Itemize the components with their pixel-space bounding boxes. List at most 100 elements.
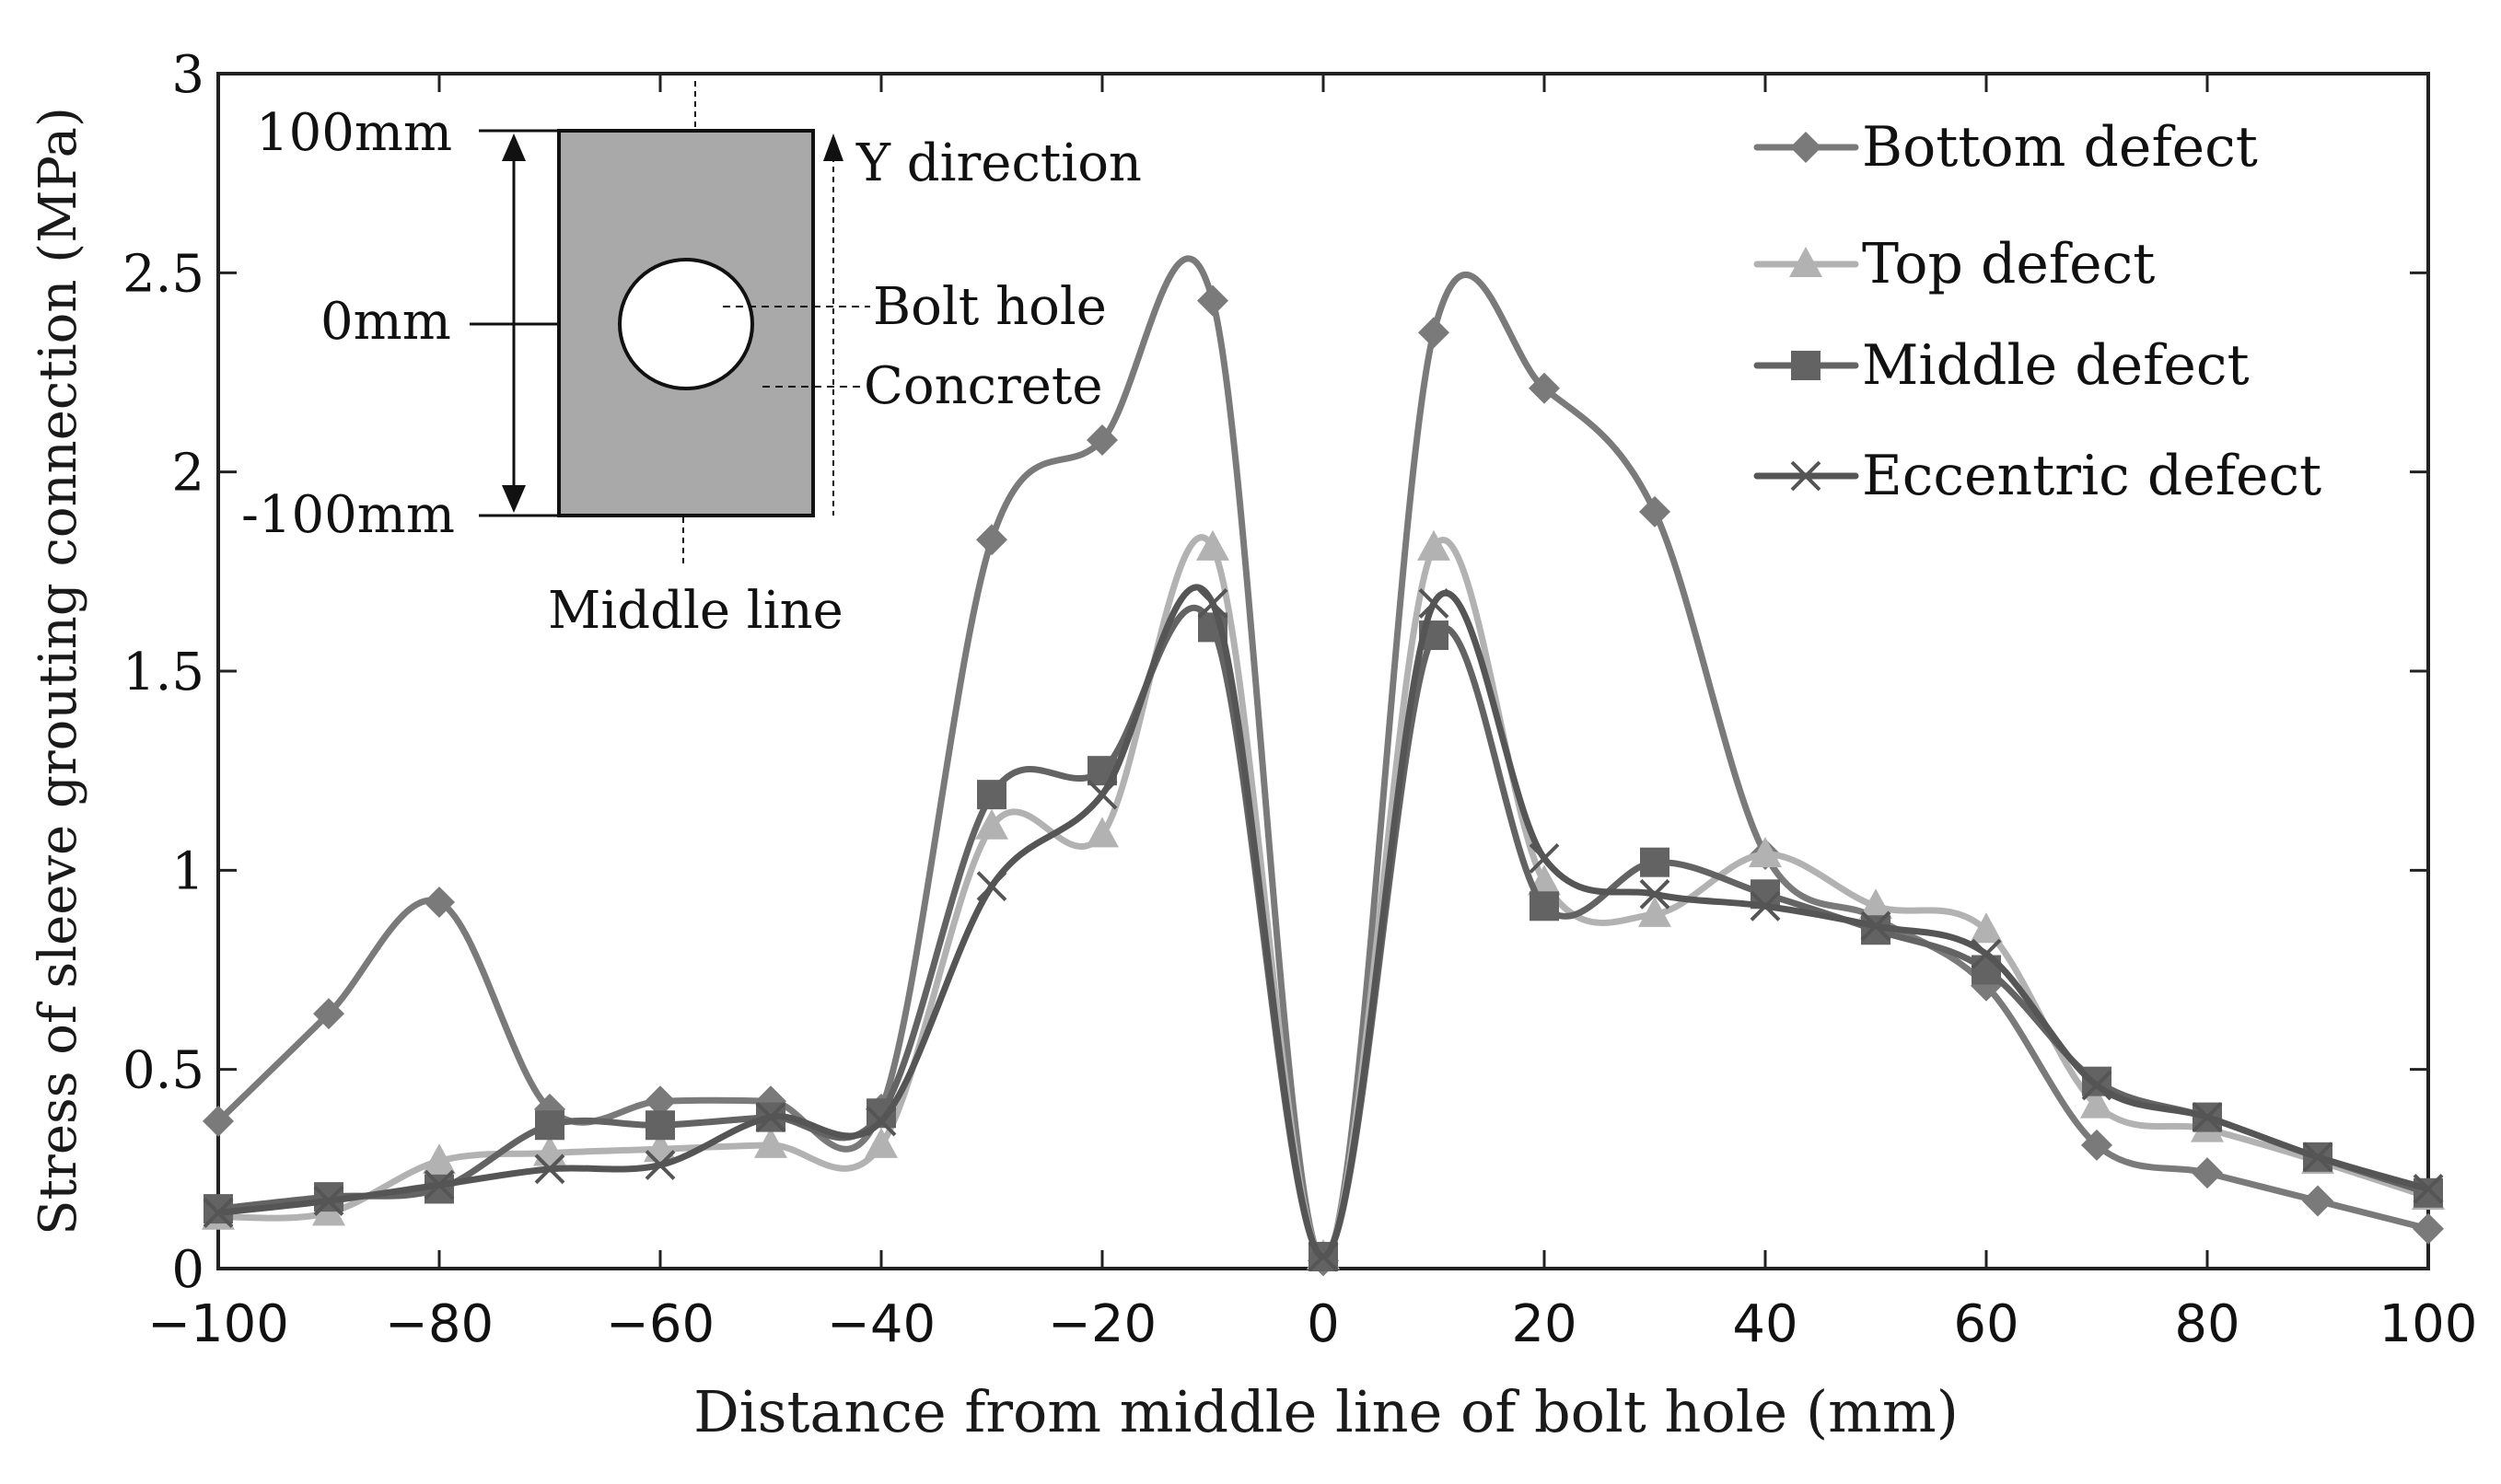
- legend: Bottom defect Top defect Middle defect Ecce…: [1753, 115, 2321, 508]
- y-axis-label: Stress of sleeve grouting connection (MP…: [29, 107, 88, 1235]
- x-tick-label: 0: [1307, 1294, 1340, 1354]
- legend-marker: [1790, 132, 1821, 163]
- x-marker-stroke: [424, 1169, 455, 1200]
- data-point-eccentric-defect: [424, 1169, 455, 1200]
- y-tick-labels: 0 0.5 1 1.5 2 2.5 3: [122, 45, 204, 1300]
- x-marker-stroke: [534, 1154, 565, 1185]
- data-point-eccentric-defect: [1418, 588, 1449, 619]
- data-point-bottom-defect: [203, 1105, 234, 1137]
- data-point-bottom-defect: [313, 998, 344, 1030]
- x-marker-stroke: [755, 1102, 786, 1133]
- inset-label-y-direction: Y direction: [855, 133, 1142, 193]
- data-point-eccentric-defect: [2192, 1102, 2223, 1133]
- data-point-bottom-defect: [2413, 1212, 2444, 1245]
- data-point-eccentric-defect: [1197, 588, 1228, 619]
- data-point-middle-defect: [977, 780, 1006, 810]
- legend-label: Bottom defect: [1862, 115, 2258, 180]
- data-point-top-defect: [1859, 888, 1892, 920]
- data-point-top-defect: [1196, 529, 1229, 561]
- legend-label: Eccentric defect: [1862, 444, 2321, 508]
- y-tick-label: 0: [171, 1240, 204, 1300]
- data-point-eccentric-defect: [2302, 1142, 2333, 1173]
- legend-item-middle-defect: Middle defect: [1753, 333, 2250, 398]
- x-marker-stroke: [1087, 779, 1118, 810]
- y-tick-label: 0.5: [122, 1041, 204, 1101]
- series-eccentric-defect: [203, 584, 2444, 1272]
- data-point-bottom-defect: [1418, 317, 1449, 349]
- legend-marker: [1791, 351, 1820, 380]
- inset-label-middle-line: Middle line: [548, 581, 843, 641]
- x-tick-label: −60: [606, 1294, 715, 1354]
- inset-diagram: 100mm 0mm -100mm Y direction Bolt hole C…: [241, 81, 1142, 641]
- data-point-middle-defect: [1640, 847, 1669, 877]
- inset-y-direction-arrow-icon: [823, 133, 843, 161]
- data-point-bottom-defect: [2081, 1129, 2112, 1161]
- x-marker-stroke: [1971, 938, 2002, 969]
- inset-label-concrete: Concrete: [864, 356, 1103, 416]
- data-point-middle-defect: [2414, 1177, 2443, 1208]
- y-tick-label: 1.5: [122, 643, 204, 702]
- data-point-bottom-defect: [976, 524, 1007, 556]
- data-point-eccentric-defect: [755, 1102, 786, 1133]
- data-point-eccentric-defect: [534, 1154, 565, 1185]
- data-point-eccentric-defect: [1750, 890, 1781, 922]
- data-point-top-defect: [1638, 896, 1671, 927]
- data-point-eccentric-defect: [203, 1198, 234, 1228]
- x-tick-label: −20: [1048, 1294, 1157, 1354]
- x-marker-stroke: [1308, 1241, 1339, 1272]
- data-point-bottom-defect: [1639, 495, 1670, 528]
- legend-label: Middle defect: [1862, 333, 2250, 398]
- x-marker-stroke: [976, 871, 1007, 902]
- x-marker-stroke: [1790, 460, 1821, 492]
- data-point-bottom-defect: [1197, 284, 1228, 317]
- x-tick-label: −80: [385, 1294, 494, 1354]
- data-point-top-defect: [1749, 837, 1782, 868]
- inset-label-bottom: -100mm: [241, 485, 455, 545]
- x-tick-label: 20: [1511, 1294, 1576, 1354]
- data-point-bottom-defect: [2192, 1157, 2223, 1189]
- x-marker-stroke: [2413, 1174, 2444, 1204]
- data-point-top-defect: [865, 1127, 898, 1158]
- data-point-middle-defect: [1530, 891, 1559, 922]
- x-marker-stroke: [2302, 1142, 2333, 1173]
- inset-bolt-hole: [618, 258, 754, 390]
- data-point-top-defect: [975, 808, 1008, 840]
- data-point-top-defect: [423, 1143, 456, 1175]
- legend-item-bottom-defect: Bottom defect: [1753, 115, 2258, 180]
- y-tick-label: 2.5: [122, 244, 204, 304]
- data-point-eccentric-defect: [1529, 842, 1560, 874]
- inset-height-arrow-up-icon: [502, 133, 526, 161]
- x-tick-labels: −100 −80 −60 −40 −20 0 20 40 60 80 100: [147, 1294, 2477, 1354]
- legend-marker: [1790, 460, 1821, 492]
- data-point-eccentric-defect: [1087, 779, 1118, 810]
- x-marker-stroke: [1529, 842, 1560, 874]
- data-point-eccentric-defect: [866, 1106, 897, 1137]
- y-tick-label: 2: [171, 444, 204, 504]
- data-point-top-defect: [1086, 817, 1119, 848]
- x-marker-stroke: [1418, 588, 1449, 619]
- x-tick-label: 100: [2379, 1294, 2478, 1354]
- x-marker-stroke: [1750, 890, 1781, 922]
- x-tick-label: −40: [827, 1294, 936, 1354]
- inset-label-bolt-hole: Bolt hole: [873, 277, 1107, 337]
- data-point-eccentric-defect: [645, 1150, 676, 1180]
- legend-item-eccentric-defect: Eccentric defect: [1753, 444, 2321, 508]
- x-marker-stroke: [1197, 588, 1228, 619]
- x-tick-label: 60: [1953, 1294, 2018, 1354]
- series-layer: [202, 255, 2445, 1277]
- data-point-eccentric-defect: [2413, 1174, 2444, 1204]
- data-point-middle-defect: [535, 1110, 564, 1141]
- x-marker-stroke: [2192, 1102, 2223, 1133]
- data-point-eccentric-defect: [2081, 1070, 2112, 1101]
- axis-ticks: [216, 72, 2430, 1270]
- data-point-eccentric-defect: [976, 871, 1007, 902]
- data-point-top-defect: [1417, 529, 1450, 561]
- inset-label-mid: 0mm: [320, 292, 451, 352]
- legend-item-top-defect: Top defect: [1753, 232, 2155, 296]
- data-point-eccentric-defect: [1971, 938, 2002, 969]
- x-tick-label: 80: [2174, 1294, 2239, 1354]
- x-marker-stroke: [1860, 910, 1891, 942]
- data-point-eccentric-defect: [313, 1186, 344, 1216]
- x-marker-stroke: [1639, 878, 1670, 910]
